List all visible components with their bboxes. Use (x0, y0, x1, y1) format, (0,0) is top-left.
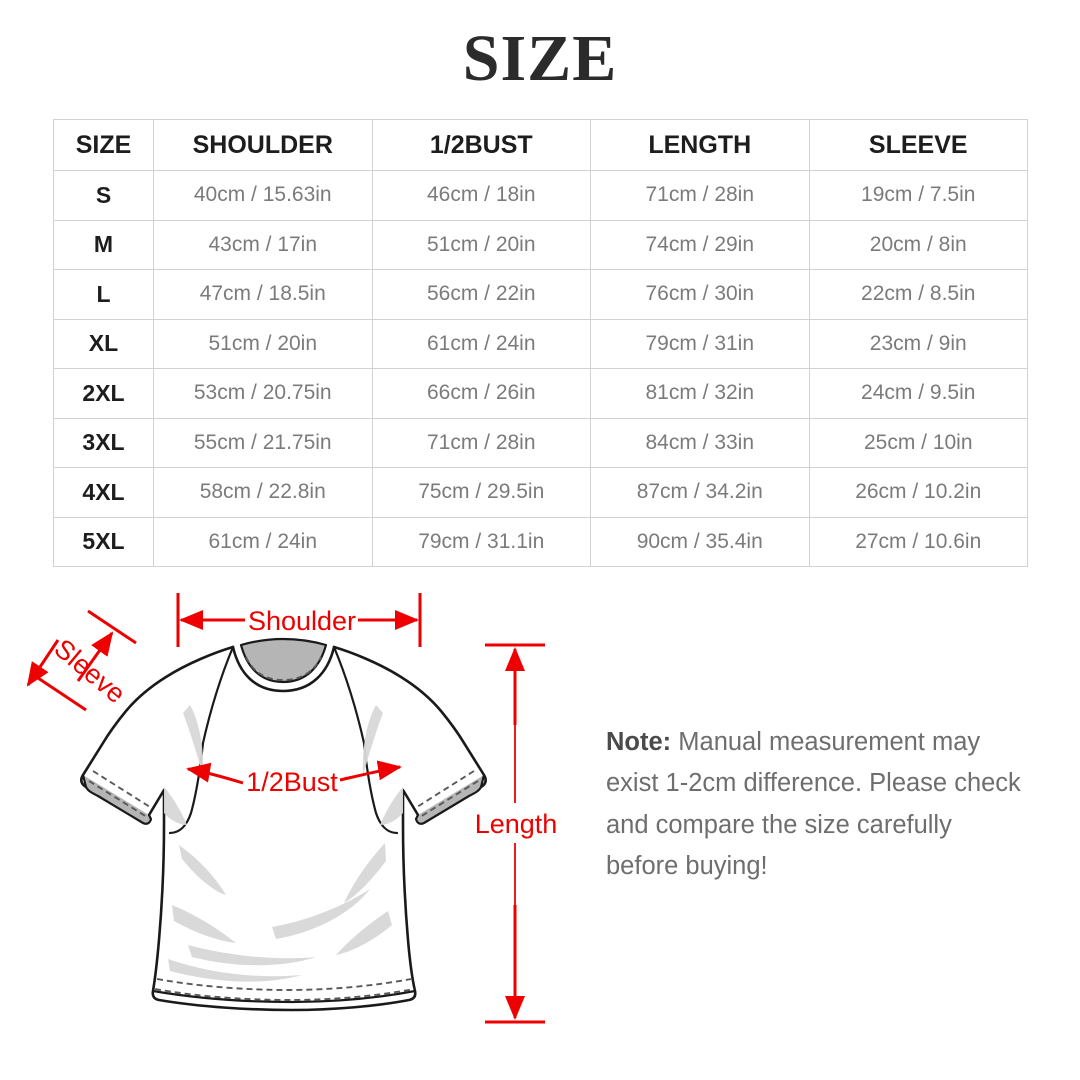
measurement-annotations: Shoulder Sleeve 1/2Bust Length (26, 593, 560, 1024)
cell-sleeve: 25cm / 10in (808, 417, 1028, 468)
cell-length: 76cm / 30in (590, 269, 810, 320)
cell-length: 74cm / 29in (590, 219, 810, 270)
length-label: Length (475, 809, 558, 839)
column-header-length: LENGTH (590, 119, 810, 171)
sleeve-label: Sleeve (49, 633, 132, 709)
cell-sleeve: 20cm / 8in (808, 219, 1028, 270)
table-row: S 40cm / 15.63in 46cm / 18in 71cm / 28in… (53, 170, 1028, 221)
size-chart-table: SIZE SHOULDER 1/2BUST LENGTH SLEEVE S 40… (53, 119, 1028, 567)
cell-length: 71cm / 28in (590, 170, 810, 221)
cell-shoulder: 53cm / 20.75in (153, 368, 373, 419)
cell-bust: 61cm / 24in (371, 318, 591, 369)
cell-bust: 46cm / 18in (371, 170, 591, 221)
cell-shoulder: 61cm / 24in (153, 516, 373, 567)
cell-shoulder: 43cm / 17in (153, 219, 373, 270)
tshirt-illustration-icon (80, 637, 487, 1012)
note-block: Note: Manual measurement may exist 1-2cm… (606, 722, 1031, 887)
shoulder-label: Shoulder (248, 606, 356, 636)
column-header-sleeve: SLEEVE (808, 119, 1028, 171)
table-header-row: SIZE SHOULDER 1/2BUST LENGTH SLEEVE (53, 119, 1028, 171)
column-header-shoulder: SHOULDER (153, 119, 373, 171)
cell-shoulder: 47cm / 18.5in (153, 269, 373, 320)
cell-size: 5XL (53, 516, 154, 567)
cell-size: XL (53, 318, 154, 369)
cell-bust: 56cm / 22in (371, 269, 591, 320)
table-row: 4XL 58cm / 22.8in 75cm / 29.5in 87cm / 3… (53, 467, 1028, 518)
cell-sleeve: 22cm / 8.5in (808, 269, 1028, 320)
length-label-backdrop (472, 803, 560, 843)
sleeve-measure-arrow (26, 609, 137, 712)
note-label: Note: (606, 728, 672, 756)
column-header-bust: 1/2BUST (371, 119, 591, 171)
table-row: 3XL 55cm / 21.75in 71cm / 28in 84cm / 33… (53, 417, 1028, 468)
cell-length: 87cm / 34.2in (590, 467, 810, 518)
cell-length: 79cm / 31in (590, 318, 810, 369)
cell-shoulder: 40cm / 15.63in (153, 170, 373, 221)
page-title: SIZE (462, 22, 618, 95)
cell-length: 90cm / 35.4in (590, 516, 810, 567)
cell-size: M (53, 219, 154, 270)
cell-bust: 71cm / 28in (371, 417, 591, 468)
cell-size: 2XL (53, 368, 154, 419)
table-row: 5XL 61cm / 24in 79cm / 31.1in 90cm / 35.… (53, 516, 1028, 567)
measurement-diagram: Shoulder Sleeve 1/2Bust Length (0, 575, 1080, 1080)
note-text: Manual measurement may exist 1-2cm diffe… (606, 728, 1021, 880)
cell-bust: 66cm / 26in (371, 368, 591, 419)
table-row: L 47cm / 18.5in 56cm / 22in 76cm / 30in … (53, 269, 1028, 320)
shoulder-measure-arrow (176, 593, 422, 647)
cell-sleeve: 24cm / 9.5in (808, 368, 1028, 419)
table-row: 2XL 53cm / 20.75in 66cm / 26in 81cm / 32… (53, 368, 1028, 419)
table-row: M 43cm / 17in 51cm / 20in 74cm / 29in 20… (53, 219, 1028, 270)
cell-size: S (53, 170, 154, 221)
cell-bust: 51cm / 20in (371, 219, 591, 270)
cell-sleeve: 27cm / 10.6in (808, 516, 1028, 567)
cell-bust: 75cm / 29.5in (371, 467, 591, 518)
cell-length: 81cm / 32in (590, 368, 810, 419)
cell-sleeve: 19cm / 7.5in (808, 170, 1028, 221)
table-row: XL 51cm / 20in 61cm / 24in 79cm / 31in 2… (53, 318, 1028, 369)
cell-sleeve: 26cm / 10.2in (808, 467, 1028, 518)
cell-shoulder: 55cm / 21.75in (153, 417, 373, 468)
cell-length: 84cm / 33in (590, 417, 810, 468)
cell-bust: 79cm / 31.1in (371, 516, 591, 567)
bust-measure-arrow (186, 760, 402, 785)
cell-size: 4XL (53, 467, 154, 518)
cell-size: 3XL (53, 417, 154, 468)
cell-size: L (53, 269, 154, 320)
column-header-size: SIZE (53, 119, 154, 171)
cell-shoulder: 58cm / 22.8in (153, 467, 373, 518)
cell-shoulder: 51cm / 20in (153, 318, 373, 369)
cell-sleeve: 23cm / 9in (808, 318, 1028, 369)
bust-label: 1/2Bust (246, 767, 338, 797)
